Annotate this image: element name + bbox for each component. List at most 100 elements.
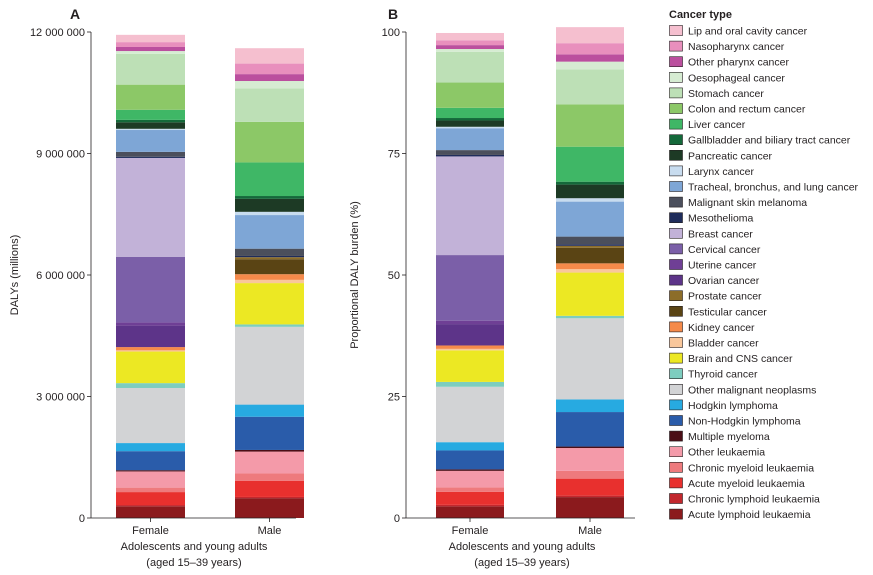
legend-item-testicular-cancer: Testicular cancer	[669, 305, 767, 318]
segment-bladder-cancer-female	[436, 348, 504, 351]
segment-non-hodgkin-lymphoma-female	[116, 451, 185, 471]
segment-lip-and-oral-cavity-cancer-female	[436, 32, 504, 41]
legend-label: Stomach cancer	[688, 88, 764, 100]
segment-other-malignant-neoplasms-male	[235, 326, 304, 405]
legend-swatch	[669, 461, 683, 473]
legend-item-bladder-cancer: Bladder cancer	[669, 337, 759, 350]
segment-brain-and-cns-cancer-female	[116, 351, 185, 384]
segment-thyroid-cancer-female	[116, 383, 185, 388]
panel-letter: A	[70, 6, 80, 22]
legend-swatch	[669, 477, 683, 489]
segment-acute-myeloid-leukaemia-female	[436, 491, 504, 505]
x-tick-label-male: Male	[258, 525, 282, 537]
segment-chronic-myeloid-leukaemia-male	[235, 473, 304, 481]
segment-bladder-cancer-female	[116, 350, 185, 352]
legend-label: Thyroid cancer	[688, 369, 758, 381]
legend-swatch	[669, 493, 683, 504]
segment-hodgkin-lymphoma-male	[556, 399, 624, 413]
legend-label: Mesothelioma	[688, 213, 754, 225]
legend-label: Non-Hodgkin lymphoma	[688, 416, 801, 428]
legend-swatch	[669, 243, 683, 255]
segment-larynx-cancer-female	[436, 126, 504, 129]
legend-item-cervical-cancer: Cervical cancer	[669, 243, 761, 256]
segment-cervical-cancer-female	[436, 255, 504, 321]
legend-item-stomach-cancer: Stomach cancer	[669, 87, 764, 100]
legend-item-kidney-cancer: Kidney cancer	[669, 321, 755, 334]
legend-item-non-hodgkin-lymphoma: Non-Hodgkin lymphoma	[669, 415, 801, 428]
segment-brain-and-cns-cancer-male	[556, 272, 624, 316]
segment-pancreatic-cancer-female	[436, 120, 504, 127]
legend-swatch	[669, 383, 683, 395]
segment-kidney-cancer-male	[235, 274, 304, 280]
segment-chronic-lymphoid-leukaemia-male	[556, 495, 624, 498]
segment-colon-and-rectum-cancer-female	[116, 84, 185, 110]
legend-swatch	[669, 196, 683, 208]
legend-item-hodgkin-lymphoma: Hodgkin lymphoma	[669, 399, 778, 412]
segment-liver-cancer-male	[235, 162, 304, 197]
legend-label: Colon and rectum cancer	[688, 104, 806, 116]
legend-swatch	[669, 228, 683, 239]
segment-stomach-cancer-female	[436, 51, 504, 83]
legend-swatch	[669, 56, 683, 68]
segment-kidney-cancer-male	[556, 263, 624, 270]
legend-item-chronic-myeloid-leukaemia: Chronic myeloid leukaemia	[669, 461, 814, 474]
legend-label: Tracheal, bronchus, and lung cancer	[688, 182, 859, 194]
segment-other-leukaemia-male	[556, 448, 624, 471]
segment-malignant-skin-melanoma-female	[436, 150, 504, 155]
legend-swatch	[669, 40, 683, 52]
segment-oesophageal-cancer-female	[436, 49, 504, 52]
legend-swatch	[669, 259, 683, 270]
segment-hodgkin-lymphoma-female	[436, 442, 504, 451]
legend-swatch	[669, 368, 683, 380]
segment-lip-and-oral-cavity-cancer-male	[556, 27, 624, 44]
segment-pancreatic-cancer-male	[235, 198, 304, 212]
legend-label: Malignant skin melanoma	[688, 197, 807, 209]
segment-pancreatic-cancer-female	[116, 122, 185, 129]
legend-swatch	[669, 72, 683, 83]
segment-non-hodgkin-lymphoma-male	[556, 412, 624, 447]
y-tick-label: 50	[388, 270, 400, 282]
legend-item-prostate-cancer: Prostate cancer	[669, 290, 762, 303]
segment-other-leukaemia-male	[235, 451, 304, 474]
legend-swatch	[669, 165, 683, 177]
legend-swatch	[669, 337, 683, 348]
segment-malignant-skin-melanoma-male	[556, 236, 624, 245]
segment-prostate-cancer-male	[235, 257, 304, 260]
legend-swatch	[669, 103, 683, 114]
segment-acute-myeloid-leukaemia-male	[556, 478, 624, 496]
segment-hodgkin-lymphoma-female	[116, 443, 185, 452]
legend-item-liver-cancer: Liver cancer	[669, 118, 746, 131]
legend-label: Breast cancer	[688, 228, 753, 240]
segment-thyroid-cancer-female	[436, 381, 504, 387]
legend-label: Hodgkin lymphoma	[688, 400, 778, 412]
legend-swatch	[669, 150, 683, 161]
legend-item-thyroid-cancer: Thyroid cancer	[669, 368, 758, 381]
legend-label: Ovarian cancer	[688, 275, 760, 287]
segment-cervical-cancer-female	[116, 256, 185, 323]
segment-tracheal-bronchus-and-lung-cancer-male	[556, 201, 624, 237]
legend-label: Cervical cancer	[688, 244, 761, 256]
segment-mesothelioma-female	[436, 154, 504, 157]
segment-multiple-myeloma-male	[556, 446, 624, 449]
y-tick-label: 9 000 000	[36, 149, 85, 161]
y-axis-title: Proportional DALY burden (%)	[349, 201, 361, 349]
segment-malignant-skin-melanoma-male	[235, 248, 304, 256]
legend-item-other-malignant-neoplasms: Other malignant neoplasms	[669, 383, 816, 396]
segment-hodgkin-lymphoma-male	[235, 404, 304, 417]
segment-larynx-cancer-male	[556, 198, 624, 202]
legend-label: Other leukaemia	[688, 447, 765, 459]
legend-label: Other pharynx cancer	[688, 57, 789, 69]
legend-swatch	[669, 446, 683, 458]
legend-item-acute-lymphoid-leukaemia: Acute lymphoid leukaemia	[669, 508, 811, 521]
legend-swatch	[669, 274, 683, 286]
legend-label: Pancreatic cancer	[688, 150, 773, 162]
segment-thyroid-cancer-male	[235, 324, 304, 327]
segment-oesophageal-cancer-female	[116, 51, 185, 54]
segment-testicular-cancer-male	[556, 247, 624, 264]
legend-label: Kidney cancer	[688, 322, 755, 334]
legend-item-pancreatic-cancer: Pancreatic cancer	[669, 150, 773, 162]
legend-swatch	[669, 415, 683, 426]
legend-label: Testicular cancer	[688, 306, 767, 318]
legend-swatch	[669, 508, 683, 520]
segment-nasopharynx-cancer-male	[556, 43, 624, 55]
